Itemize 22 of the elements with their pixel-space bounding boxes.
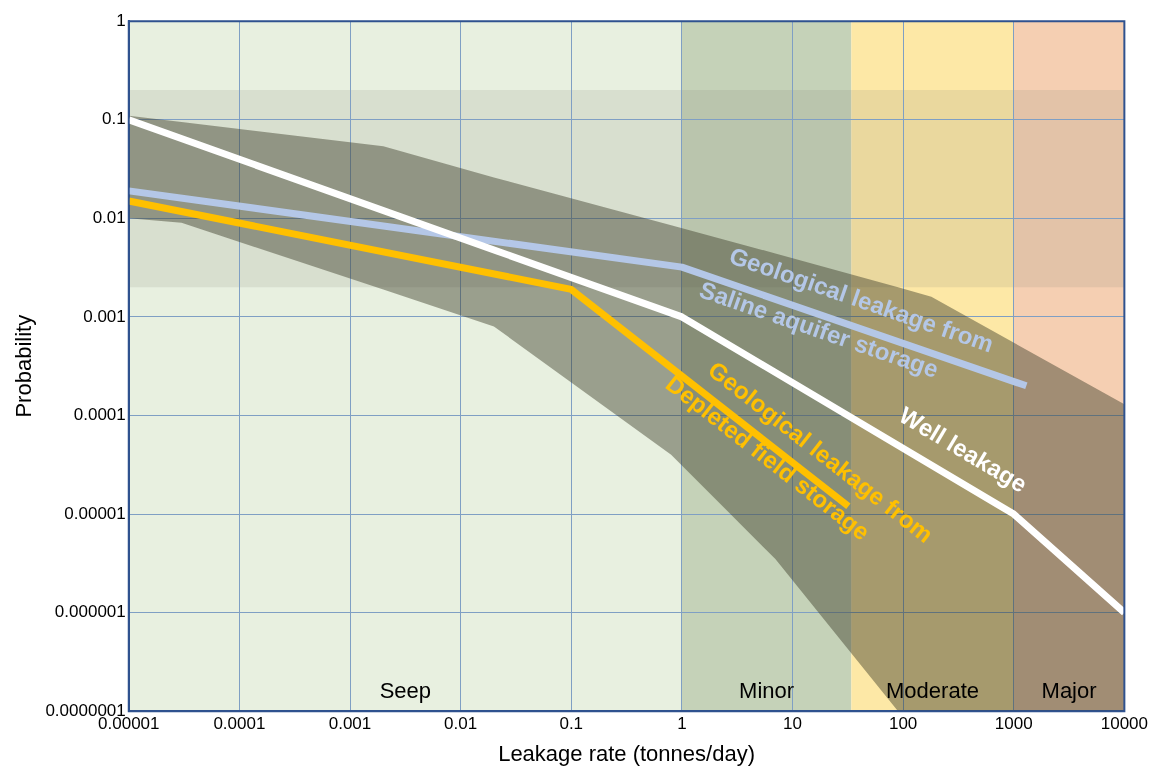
band-label: Moderate	[886, 678, 979, 704]
y-tick-label: 0.01	[92, 208, 126, 228]
x-tick-label: 0.01	[444, 714, 478, 734]
y-axis-title: Probability	[11, 314, 37, 418]
x-tick-label: 10000	[1100, 714, 1148, 734]
y-tick-label: 0.1	[102, 109, 126, 129]
x-tick-label: 0.0001	[213, 714, 266, 734]
band-label: Minor	[739, 678, 795, 704]
y-tick-label: 0.0001	[73, 405, 126, 425]
y-tick-label: 0.000001	[54, 602, 126, 622]
y-tick-label: 0.00001	[64, 503, 126, 523]
band-label: Seep	[379, 678, 432, 704]
band-label: Major	[1041, 678, 1097, 704]
x-tick-label: 10	[783, 714, 802, 734]
x-axis-title: Leakage rate (tonnes/day)	[498, 740, 755, 766]
y-tick-label: 1	[116, 10, 126, 30]
y-tick-label: 0.001	[83, 306, 126, 326]
x-tick-label: 100	[888, 714, 918, 734]
x-tick-label: 0.001	[328, 714, 372, 734]
x-tick-label: 1000	[994, 714, 1033, 734]
x-tick-label: 0.1	[559, 714, 584, 734]
x-tick-label: 1	[677, 714, 687, 734]
